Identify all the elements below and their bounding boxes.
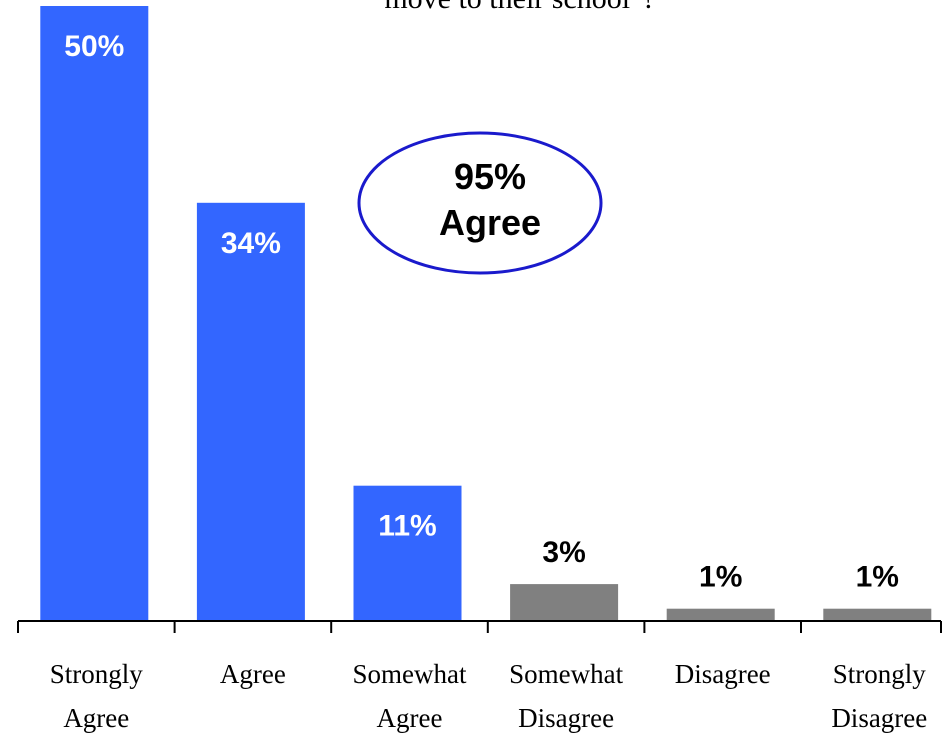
- data-label-5: 1%: [856, 561, 899, 594]
- data-label-3: 3%: [542, 536, 585, 569]
- data-label-4: 1%: [699, 561, 742, 594]
- bar-4: [666, 608, 775, 621]
- x-tick-label-line: Disagree: [518, 703, 614, 733]
- x-tick-label-0: Strongly Agree: [50, 659, 144, 733]
- bar-0: [40, 6, 149, 621]
- bar-2: [353, 485, 462, 621]
- annotation-text-line-1: Agree: [439, 202, 541, 243]
- chart-title: move to their school"?: [300, 0, 740, 16]
- x-tick-label-1: Agree: [220, 659, 286, 689]
- x-tick-label-line: Agree: [63, 703, 129, 733]
- data-label-1: 34%: [221, 227, 281, 260]
- x-tick-label-5: Strongly Disagree: [831, 659, 927, 733]
- x-tick-label-line: Agree: [377, 703, 443, 733]
- bar-1: [196, 202, 305, 622]
- annotation-text-line-0: 95%: [454, 156, 526, 197]
- data-label-2: 11%: [378, 510, 436, 543]
- x-tick-label-line: Disagree: [831, 703, 927, 733]
- x-tick-label-line: Somewhat: [509, 659, 623, 689]
- x-tick-label-2: Somewhat Agree: [353, 659, 467, 733]
- data-label-0: 50%: [64, 30, 124, 63]
- x-tick-label-line: Somewhat: [353, 659, 467, 689]
- x-tick-label-line: Strongly: [833, 659, 927, 689]
- x-tick-label-3: Somewhat Disagree: [509, 659, 623, 733]
- bar-5: [823, 608, 932, 621]
- annotation-ellipse: [357, 131, 603, 275]
- x-tick-label-line: Agree: [220, 659, 286, 689]
- bar-3: [510, 584, 619, 621]
- x-tick-label-4: Disagree: [675, 659, 771, 689]
- x-tick-label-line: Disagree: [675, 659, 771, 689]
- x-tick-label-line: Strongly: [50, 659, 144, 689]
